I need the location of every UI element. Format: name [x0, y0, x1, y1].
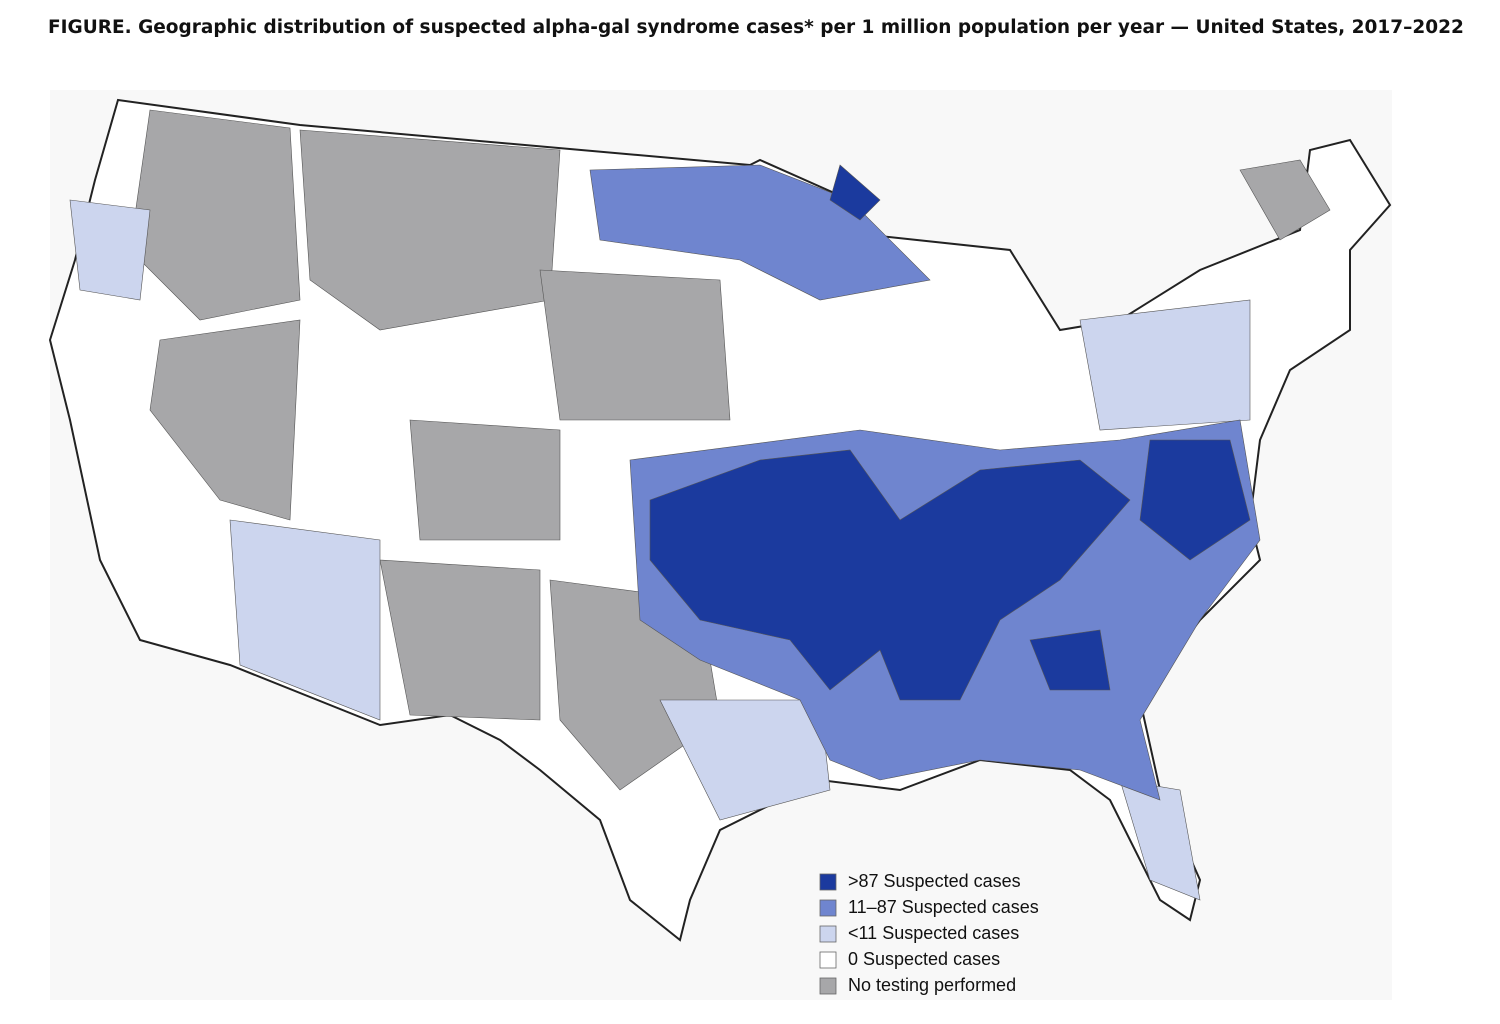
region: [1029, 629, 1111, 691]
region: [539, 269, 731, 421]
legend-label: <11 Suspected cases: [848, 923, 1019, 943]
region: [409, 419, 561, 541]
legend-swatch: [819, 899, 837, 917]
region: [229, 519, 381, 721]
region: [1139, 439, 1251, 561]
legend-swatch: [819, 951, 837, 969]
region: [69, 199, 151, 301]
figure-title: FIGURE. Geographic distribution of suspe…: [48, 17, 1464, 38]
region: [1119, 779, 1201, 901]
legend-label: No testing performed: [848, 975, 1016, 995]
legend: >87 Suspected cases 11–87 Suspected cases…: [819, 871, 1039, 995]
legend-swatch: [819, 873, 837, 891]
region: [379, 559, 541, 721]
regions: [69, 109, 1331, 901]
legend-swatch: [819, 977, 837, 995]
region: [149, 319, 301, 521]
region: [649, 449, 1131, 701]
region: [299, 129, 561, 331]
legend-label: 0 Suspected cases: [848, 949, 1000, 969]
region: [829, 164, 881, 221]
legend-label: >87 Suspected cases: [848, 871, 1021, 891]
region: [1079, 299, 1251, 431]
legend-swatch: [819, 925, 837, 943]
region: [659, 699, 831, 821]
region: [1239, 159, 1331, 241]
legend-label: 11–87 Suspected cases: [848, 897, 1039, 917]
